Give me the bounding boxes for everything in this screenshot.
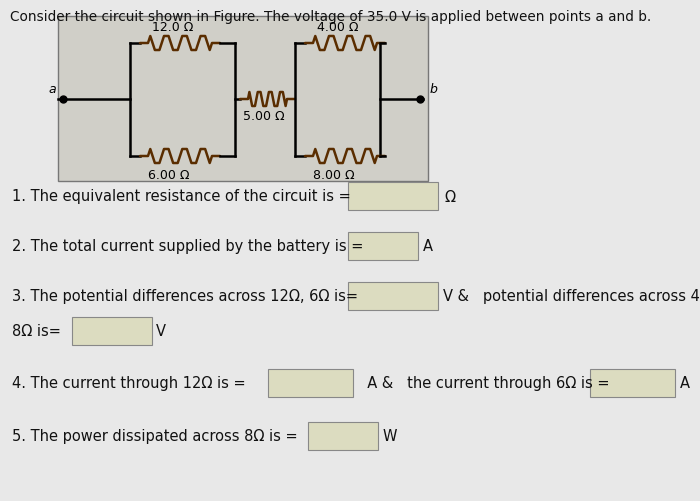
Text: a: a xyxy=(48,83,56,96)
Text: W: W xyxy=(383,429,398,443)
Text: 2. The total current supplied by the battery is =: 2. The total current supplied by the bat… xyxy=(12,239,368,254)
FancyBboxPatch shape xyxy=(348,183,438,210)
Text: V: V xyxy=(156,324,166,339)
FancyBboxPatch shape xyxy=(72,317,152,345)
Text: V &   potential differences across 4Ω,: V & potential differences across 4Ω, xyxy=(443,289,700,304)
Text: 1. The equivalent resistance of the circuit is =: 1. The equivalent resistance of the circ… xyxy=(12,189,356,204)
Text: 5.00 Ω: 5.00 Ω xyxy=(243,110,285,123)
Text: Ω: Ω xyxy=(444,189,455,204)
FancyBboxPatch shape xyxy=(590,369,675,397)
FancyBboxPatch shape xyxy=(348,232,418,261)
Text: 12.0 Ω: 12.0 Ω xyxy=(152,21,193,34)
Text: 8.00 Ω: 8.00 Ω xyxy=(313,169,355,182)
FancyBboxPatch shape xyxy=(348,283,438,311)
FancyBboxPatch shape xyxy=(58,17,428,182)
Text: A: A xyxy=(680,376,690,391)
Text: 4. The current through 12Ω is =: 4. The current through 12Ω is = xyxy=(12,376,251,391)
Text: 4.00 Ω: 4.00 Ω xyxy=(317,21,358,34)
Text: A: A xyxy=(423,239,433,254)
Text: b: b xyxy=(430,83,438,96)
Text: 5. The power dissipated across 8Ω is =: 5. The power dissipated across 8Ω is = xyxy=(12,429,302,443)
Text: 3. The potential differences across 12Ω, 6Ω is=: 3. The potential differences across 12Ω,… xyxy=(12,289,358,304)
Text: 8Ω is=: 8Ω is= xyxy=(12,324,61,339)
Text: Consider the circuit shown in Figure. The voltage of 35.0 V is applied between p: Consider the circuit shown in Figure. Th… xyxy=(10,10,651,24)
Text: A &   the current through 6Ω is =: A & the current through 6Ω is = xyxy=(358,376,614,391)
Text: 6.00 Ω: 6.00 Ω xyxy=(148,169,190,182)
FancyBboxPatch shape xyxy=(268,369,353,397)
FancyBboxPatch shape xyxy=(308,422,378,450)
